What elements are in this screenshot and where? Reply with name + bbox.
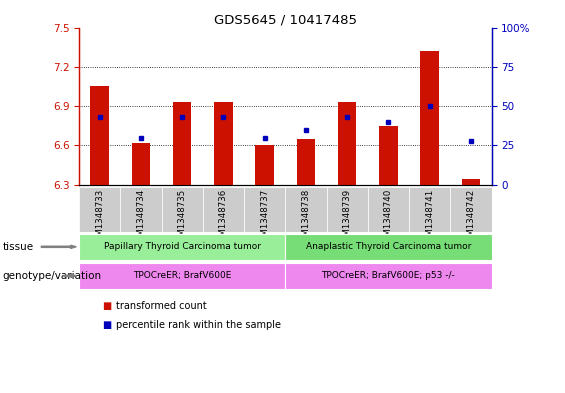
Bar bbox=[379, 126, 398, 185]
Text: GSM1348742: GSM1348742 bbox=[467, 189, 475, 247]
Bar bbox=[285, 263, 492, 288]
Bar bbox=[285, 234, 492, 259]
Text: TPOCreER; BrafV600E: TPOCreER; BrafV600E bbox=[133, 272, 232, 280]
Bar bbox=[255, 145, 274, 185]
Text: Papillary Thyroid Carcinoma tumor: Papillary Thyroid Carcinoma tumor bbox=[104, 242, 260, 251]
Text: TPOCreER; BrafV600E; p53 -/-: TPOCreER; BrafV600E; p53 -/- bbox=[321, 272, 455, 280]
Text: GSM1348740: GSM1348740 bbox=[384, 189, 393, 247]
Bar bbox=[450, 187, 492, 232]
Text: GSM1348734: GSM1348734 bbox=[137, 189, 145, 247]
Text: percentile rank within the sample: percentile rank within the sample bbox=[116, 320, 281, 331]
Bar bbox=[244, 187, 285, 232]
Bar bbox=[297, 139, 315, 185]
Bar bbox=[462, 180, 480, 185]
Text: tissue: tissue bbox=[3, 242, 34, 252]
Bar bbox=[79, 234, 285, 259]
Bar bbox=[214, 102, 233, 185]
Text: GSM1348737: GSM1348737 bbox=[260, 189, 269, 247]
Bar bbox=[90, 86, 109, 185]
Bar bbox=[409, 187, 450, 232]
Text: genotype/variation: genotype/variation bbox=[3, 271, 102, 281]
Text: GSM1348736: GSM1348736 bbox=[219, 189, 228, 247]
Text: GSM1348741: GSM1348741 bbox=[425, 189, 434, 247]
Bar bbox=[173, 102, 192, 185]
Bar bbox=[132, 143, 150, 185]
Text: GSM1348739: GSM1348739 bbox=[343, 189, 351, 247]
Bar bbox=[120, 187, 162, 232]
Text: Anaplastic Thyroid Carcinoma tumor: Anaplastic Thyroid Carcinoma tumor bbox=[306, 242, 471, 251]
Text: GSM1348733: GSM1348733 bbox=[95, 189, 104, 247]
Text: ■: ■ bbox=[102, 320, 111, 331]
Bar bbox=[285, 187, 327, 232]
Bar bbox=[79, 187, 120, 232]
Title: GDS5645 / 10417485: GDS5645 / 10417485 bbox=[214, 13, 357, 26]
Text: ■: ■ bbox=[102, 301, 111, 311]
Bar bbox=[368, 187, 409, 232]
Bar bbox=[420, 51, 439, 185]
Bar bbox=[79, 263, 285, 288]
Bar bbox=[327, 187, 368, 232]
Bar bbox=[203, 187, 244, 232]
Text: transformed count: transformed count bbox=[116, 301, 207, 311]
Text: GSM1348738: GSM1348738 bbox=[302, 189, 310, 247]
Text: GSM1348735: GSM1348735 bbox=[178, 189, 186, 247]
Bar bbox=[338, 102, 357, 185]
Bar bbox=[162, 187, 203, 232]
